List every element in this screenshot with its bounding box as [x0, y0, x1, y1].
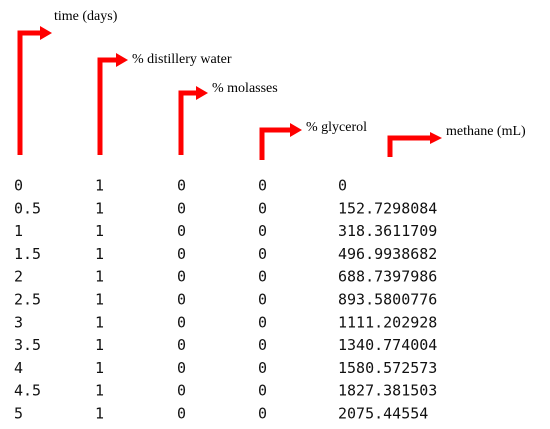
table-cell: 496.9938682 — [338, 245, 437, 263]
table-cell: 3.5 — [14, 336, 41, 354]
table-cell: 318.3611709 — [338, 222, 437, 240]
table-cell: 2075.44554 — [338, 405, 428, 423]
table-cell: 0 — [338, 177, 347, 195]
arrowhead — [40, 26, 52, 40]
table-cell: 1 — [95, 177, 104, 195]
table-cell: 0 — [258, 177, 267, 195]
table-cell: 0 — [14, 177, 23, 195]
table-cell: 688.7397986 — [338, 268, 437, 286]
arrow — [259, 127, 292, 160]
table-cell: 1580.572573 — [338, 359, 437, 377]
column-header: methane (mL) — [446, 124, 526, 139]
table-cell: 1 — [95, 359, 104, 377]
table-cell: 0 — [177, 291, 186, 309]
arrow — [387, 135, 432, 157]
table-cell: 1827.381503 — [338, 382, 437, 400]
table-cell: 1 — [95, 199, 104, 217]
arrowhead — [430, 132, 442, 144]
table-cell: 152.7298084 — [338, 199, 437, 217]
table-cell: 0 — [177, 336, 186, 354]
table-cell: 4 — [14, 359, 23, 377]
table-cell: 0 — [177, 359, 186, 377]
table-cell: 5 — [14, 405, 23, 423]
table-cell: 2.5 — [14, 291, 41, 309]
table-cell: 0 — [258, 382, 267, 400]
table-cell: 0.5 — [14, 199, 41, 217]
table-cell: 1 — [95, 222, 104, 240]
table-cell: 2 — [14, 268, 23, 286]
table-cell: 0 — [258, 359, 267, 377]
column-header: % distillery water — [132, 52, 232, 67]
header-arrows — [17, 26, 442, 160]
table-cell: 0 — [177, 313, 186, 331]
column-header: time (days) — [54, 9, 118, 24]
arrowhead — [290, 123, 302, 137]
table-cell: 1.5 — [14, 245, 41, 263]
table-cell: 1 — [95, 268, 104, 286]
arrowhead — [116, 53, 128, 67]
table-cell: 1 — [95, 291, 104, 309]
table-cell: 0 — [177, 382, 186, 400]
table-cell: 0 — [258, 405, 267, 423]
data-table: 0 1 0 0 0 0.5 1 0 0 152.7298084 1 1 0 0 318.3611709 1.5… — [14, 177, 437, 423]
table-cell: 0 — [258, 291, 267, 309]
table-cell: 1 — [95, 245, 104, 263]
table-cell: 0 — [177, 177, 186, 195]
table-cell: 1111.202928 — [338, 313, 437, 331]
table-cell: 0 — [258, 199, 267, 217]
table-cell: 1 — [95, 382, 104, 400]
table-cell: 1 — [95, 336, 104, 354]
table-cell: 1340.774004 — [338, 336, 437, 354]
arrow — [17, 30, 42, 155]
table-cell: 1 — [95, 405, 104, 423]
table-cell: 1 — [95, 313, 104, 331]
table-cell: 0 — [258, 222, 267, 240]
table-cell: 0 — [177, 222, 186, 240]
column-header: % glycerol — [306, 120, 367, 135]
table-cell: 0 — [258, 268, 267, 286]
arrow — [97, 57, 118, 155]
table-cell: 0 — [177, 199, 186, 217]
table-cell: 4.5 — [14, 382, 41, 400]
table-cell: 1 — [14, 222, 23, 240]
arrow — [178, 90, 198, 155]
table-cell: 0 — [177, 245, 186, 263]
table-cell: 893.5800776 — [338, 291, 437, 309]
table-cell: 0 — [258, 245, 267, 263]
table-cell: 0 — [177, 268, 186, 286]
table-cell: 0 — [258, 313, 267, 331]
table-cell: 0 — [177, 405, 186, 423]
table-cell: 3 — [14, 313, 23, 331]
arrowhead — [196, 86, 208, 100]
table-cell: 0 — [258, 336, 267, 354]
column-header: % molasses — [212, 81, 278, 96]
